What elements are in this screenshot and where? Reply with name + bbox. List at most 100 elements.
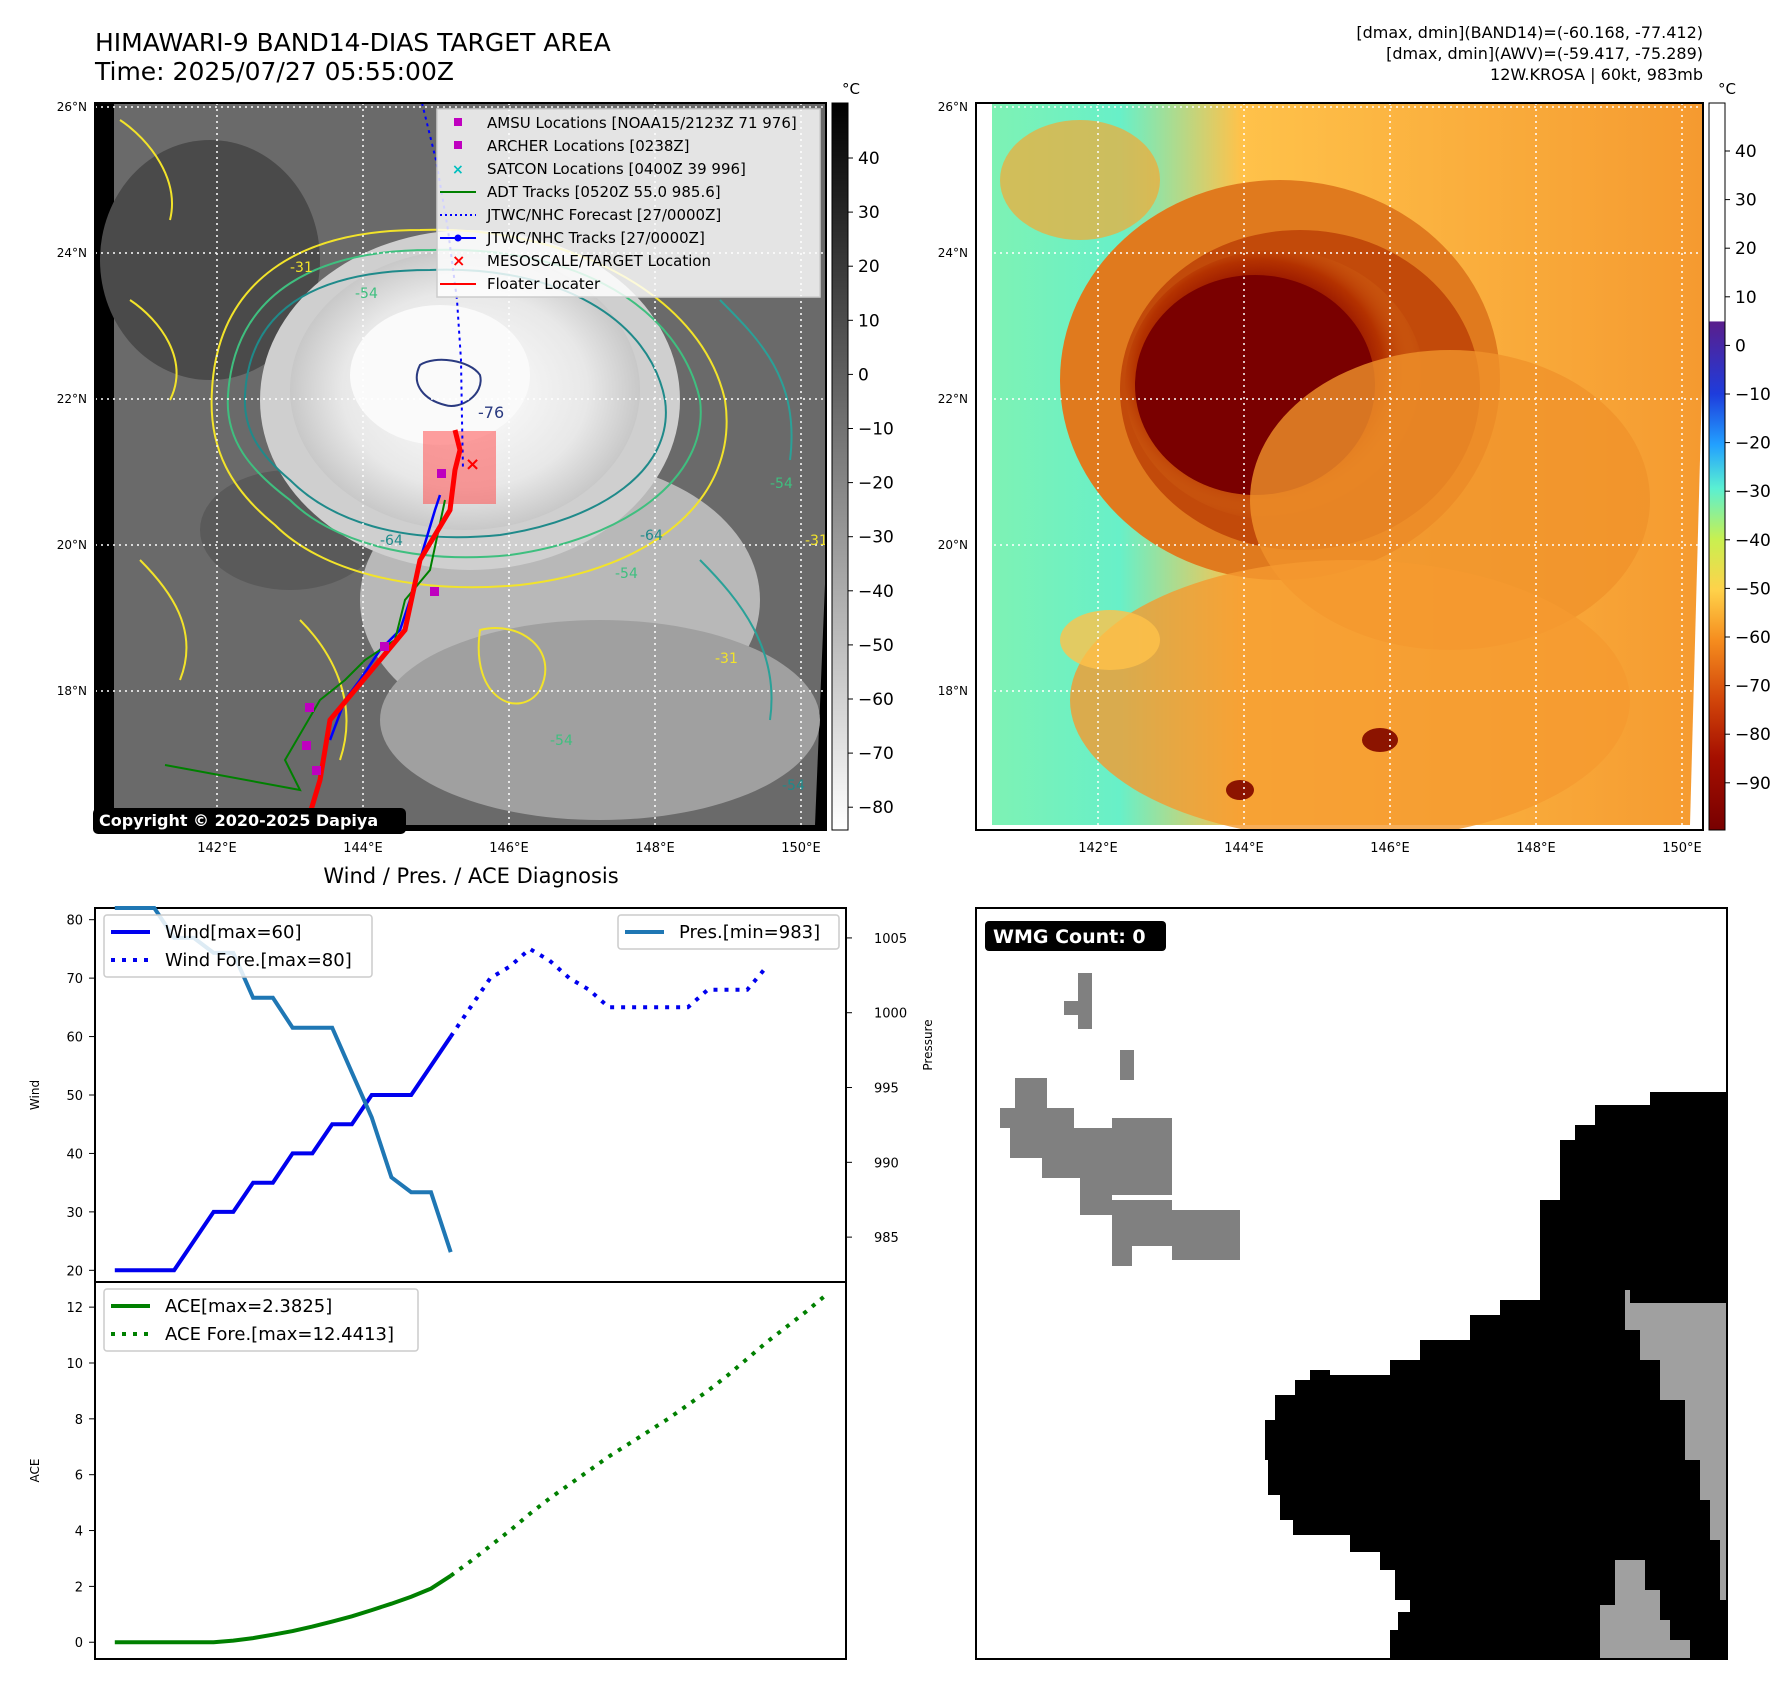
legend-item: ACE Fore.[max=12.4413] <box>165 1324 394 1345</box>
lon-tick: 142°E <box>197 841 237 856</box>
y-right-tick-label: 985 <box>874 1231 899 1246</box>
stats-awv: [dmax, dmin](AWV)=(-59.417, -75.289) <box>1386 44 1703 63</box>
colorbar-tick-label: 0 <box>858 365 869 385</box>
lat-tick: 26°N <box>938 100 968 114</box>
floater-track <box>302 429 463 831</box>
legend-item-floater: Floater Locater <box>487 275 601 293</box>
contour-label: -31 <box>805 533 828 549</box>
copyright-label: Copyright © 2020-2025 Dapiya <box>99 811 378 830</box>
lon-tick: 142°E <box>1078 841 1118 856</box>
y-tick-label: 30 <box>66 1206 83 1221</box>
y-axis-label: Wind <box>28 1080 42 1110</box>
lat-ticks-right: 26°N 24°N 22°N 20°N 18°N <box>938 100 968 698</box>
lon-ticks-right: 142°E 144°E 146°E 148°E 150°E <box>1078 841 1702 856</box>
lon-tick: 150°E <box>1662 841 1702 856</box>
wmg-count-badge: WMG Count: 0 <box>993 926 1146 948</box>
lon-tick: 144°E <box>1224 841 1264 856</box>
wmg-panel: WMG Count: 0 <box>975 907 1728 1660</box>
y-axis-label: ACE <box>28 1459 42 1483</box>
lat-tick: 18°N <box>57 684 87 698</box>
y-tick-label: 80 <box>66 914 83 929</box>
legend-item-satcon: SATCON Locations [0400Z 39 996] <box>487 160 746 178</box>
lat-tick: 22°N <box>938 392 968 406</box>
colorbar-tick-label: −90 <box>1735 774 1771 794</box>
y-tick-label: 0 <box>75 1636 83 1651</box>
legend-item-amsu: AMSU Locations [NOAA15/2123Z 71 976] <box>487 114 797 132</box>
legend-item-forecast: JTWC/NHC Forecast [27/0000Z] <box>486 206 721 224</box>
colorbar-tick-label: −20 <box>1735 434 1771 454</box>
colorbar-tick-label: −80 <box>858 798 894 818</box>
legend-item: Wind[max=60] <box>165 922 302 943</box>
contour-label: -54 <box>615 566 638 582</box>
y-right-tick-label: 1005 <box>874 932 907 947</box>
figure-title: HIMAWARI-9 BAND14-DIAS TARGET AREA <box>95 28 611 57</box>
ir-map-panel: -31 -54 -64 -76 -54 -54 -64 -31 -54 -54 … <box>57 100 828 856</box>
adt-track <box>164 499 446 792</box>
y-tick-label: 6 <box>75 1469 83 1484</box>
lat-tick: 20°N <box>57 538 87 552</box>
colorbar-tick-label: 30 <box>1735 191 1757 211</box>
lat-tick: 24°N <box>938 246 968 260</box>
y-right-tick-label: 1000 <box>874 1007 907 1022</box>
contour-label: -54 <box>770 476 793 492</box>
y-tick-label: 4 <box>75 1525 83 1540</box>
wmg-mask-black <box>1265 1092 1727 1659</box>
colorbar-unit: °C <box>1718 80 1736 98</box>
colorbar-tick-label: −60 <box>1735 628 1771 648</box>
y-tick-label: 2 <box>75 1580 83 1595</box>
series-line <box>449 946 769 1038</box>
legend-box <box>103 1288 419 1352</box>
y-tick-label: 60 <box>66 1031 83 1046</box>
lon-tick: 146°E <box>489 841 529 856</box>
y-tick-label: 50 <box>66 1089 83 1104</box>
contour-label: -64 <box>640 528 663 544</box>
lon-tick: 144°E <box>343 841 383 856</box>
colorbar-tick-label: 40 <box>858 149 880 169</box>
y-right-tick-label: 990 <box>874 1156 899 1171</box>
lon-tick: 146°E <box>1370 841 1410 856</box>
contour-label: -54 <box>355 286 378 302</box>
forecast-track <box>421 102 464 471</box>
y-tick-label: 10 <box>66 1357 83 1372</box>
contour-label: -31 <box>715 651 738 667</box>
contour-label: -54 <box>550 733 573 749</box>
y-tick-label: 70 <box>66 972 83 987</box>
y-tick-label: 8 <box>75 1413 83 1428</box>
legend-box <box>103 914 373 978</box>
legend-item-tracks: JTWC/NHC Tracks [27/0000Z] <box>486 229 705 247</box>
colorbar-tick-label: −40 <box>858 582 894 602</box>
colorbar-tick-label: −50 <box>858 636 894 656</box>
lon-tick: 148°E <box>635 841 675 856</box>
wmg-mask-light <box>1600 1290 1727 1659</box>
lon-tick: 150°E <box>781 841 821 856</box>
legend-box <box>617 914 840 950</box>
contour-label: -76 <box>478 403 504 422</box>
legend-item: Wind Fore.[max=80] <box>165 950 352 971</box>
contour-label: -64 <box>380 533 403 549</box>
lat-tick: 18°N <box>938 684 968 698</box>
legend-item-archer: ARCHER Locations [0238Z] <box>487 137 690 155</box>
lat-ticks-left: 26°N 24°N 22°N 20°N 18°N <box>57 100 87 698</box>
colorbar-tick-label: −30 <box>1735 482 1771 502</box>
y-tick-label: 40 <box>66 1147 83 1162</box>
amsu-archer-markers <box>302 469 446 775</box>
lat-tick: 22°N <box>57 392 87 406</box>
colorbar-tick-label: 30 <box>858 203 880 223</box>
colorbar-tick-label: −30 <box>858 528 894 548</box>
colorbar-ir: °C 40 30 20 10 0 −10 −20 −30 −40 −50 −60 −70 −80 <box>831 80 894 831</box>
series-line <box>114 1035 453 1273</box>
target-marker: × <box>465 454 480 475</box>
colorbar-tick-label: 0 <box>1735 336 1746 356</box>
legend-item: Pres.[min=983] <box>679 922 820 943</box>
colorbar-tick-label: 40 <box>1735 142 1757 162</box>
series-line <box>114 1574 452 1645</box>
awv-map-panel: 26°N 24°N 22°N 20°N 18°N 142°E 144°E 146… <box>938 100 1704 856</box>
colorbar-tick-label: −70 <box>858 744 894 764</box>
wmg-mask-gray <box>1000 973 1240 1266</box>
legend-item-adt: ADT Tracks [0520Z 55.0 985.6] <box>487 183 721 201</box>
svg-text:×: × <box>452 251 465 270</box>
y-right-axis-label: Pressure <box>921 1019 935 1070</box>
colorbar-tick-label: −20 <box>858 474 894 494</box>
lat-tick: 24°N <box>57 246 87 260</box>
